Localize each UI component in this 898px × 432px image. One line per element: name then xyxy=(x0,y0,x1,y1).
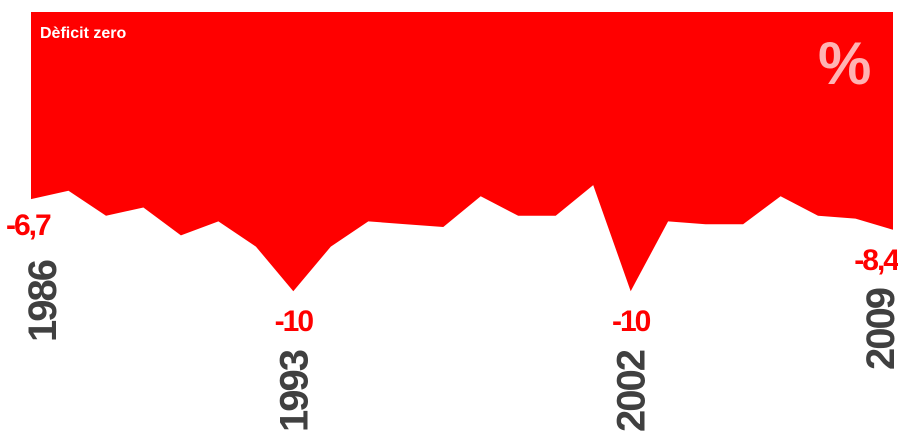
year-label-2009: 2009 xyxy=(859,288,898,370)
percent-unit-label: % xyxy=(818,30,871,97)
zero-deficit-label: Dèficit zero xyxy=(40,25,126,42)
value-label-2002: -10 xyxy=(612,305,651,338)
annotations: -6,7 1986 -10 1993 -10 2002 -8,4 2009 xyxy=(6,209,898,432)
year-label-2002: 2002 xyxy=(610,350,654,432)
deficit-area xyxy=(31,12,893,292)
value-label-1986: -6,7 xyxy=(6,209,51,242)
year-label-1993: 1993 xyxy=(272,350,316,432)
value-label-1993: -10 xyxy=(275,305,314,338)
value-label-2009: -8,4 xyxy=(854,244,898,277)
year-label-1986: 1986 xyxy=(21,260,65,342)
